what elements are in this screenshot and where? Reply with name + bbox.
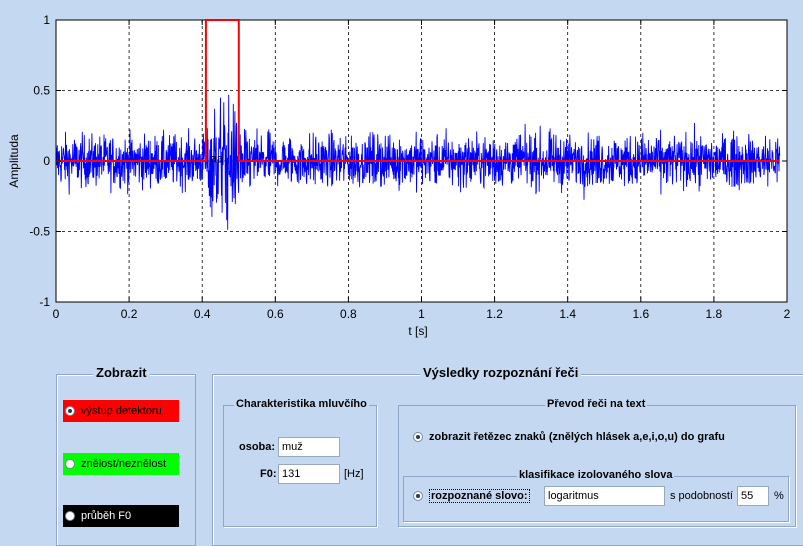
x-axis-label: t [s] bbox=[408, 324, 427, 338]
f0-label: F0: bbox=[260, 468, 277, 480]
waveform-line bbox=[55, 94, 781, 230]
osoba-label: osoba: bbox=[239, 441, 276, 453]
y-tick-label: 1 bbox=[43, 13, 50, 27]
axis-ticks: 0 0.2 0.4 0.6 0.8 1 1.2 1.4 1.6 1.8 2 1 0.5 0 -0.5 -1 bbox=[29, 13, 790, 321]
voicing-radio[interactable] bbox=[65, 459, 75, 469]
x-tick-label: 0.8 bbox=[340, 307, 357, 321]
detector-output-label: výstup detektoru bbox=[81, 405, 162, 417]
detector-series bbox=[56, 19, 780, 162]
x-tick-label: 1.2 bbox=[486, 307, 503, 321]
y-tick-label: 0 bbox=[43, 154, 50, 168]
f0-unit: [Hz] bbox=[344, 468, 364, 480]
show-vowels-radio[interactable] bbox=[413, 432, 423, 442]
voicing-label: znělost/neznělost bbox=[81, 458, 166, 470]
x-tick-label: 2 bbox=[784, 307, 791, 321]
y-axis-label: Amplituda bbox=[7, 134, 21, 188]
speaker-group: Charakteristika mluvčího osoba: muž F0: … bbox=[223, 398, 377, 527]
f0-track-radio[interactable] bbox=[65, 511, 75, 521]
recognized-word-option[interactable]: rozpoznané slovo: bbox=[413, 485, 530, 507]
speaker-group-title: Charakteristika mluvčího bbox=[234, 398, 369, 410]
osoba-field[interactable]: muž bbox=[278, 437, 340, 457]
transcript-group-title: Převod řeči na text bbox=[545, 398, 648, 410]
display-panel: Zobrazit výstup detektoru znělost/nezněl… bbox=[56, 365, 196, 546]
results-panel-title: Výsledky rozpoznání řeči bbox=[420, 365, 582, 380]
recognized-word-field[interactable]: logaritmus bbox=[544, 486, 665, 506]
similarity-label: s podobností bbox=[670, 490, 733, 502]
option-detector-output[interactable]: výstup detektoru bbox=[63, 400, 179, 422]
option-voicing[interactable]: znělost/neznělost bbox=[63, 453, 179, 475]
x-tick-label: 0.6 bbox=[267, 307, 284, 321]
x-tick-label: 1.6 bbox=[632, 307, 649, 321]
x-tick-label: 1 bbox=[418, 307, 425, 321]
percent-label: % bbox=[774, 490, 784, 502]
y-tick-label: -0.5 bbox=[29, 225, 50, 239]
classification-group-title: klasifikace izolovaného slova bbox=[517, 469, 675, 481]
f0-field[interactable]: 131 bbox=[278, 464, 340, 484]
recognized-word-label: rozpoznané slovo: bbox=[429, 489, 530, 503]
transcript-group: Převod řeči na text zobrazit řetězec zna… bbox=[398, 398, 796, 527]
f0-track-label: průběh F0 bbox=[81, 510, 132, 522]
x-tick-label: 0 bbox=[53, 307, 60, 321]
x-tick-label: 1.4 bbox=[559, 307, 576, 321]
similarity-field[interactable]: 55 bbox=[737, 486, 769, 506]
waveform-chart: 0 0.2 0.4 0.6 0.8 1 1.2 1.4 1.6 1.8 2 1 0.5 0 -0.5 -1 a… bbox=[7, 13, 791, 338]
vowel-annotation: aa bbox=[210, 151, 224, 165]
y-tick-label: -1 bbox=[39, 295, 50, 309]
x-tick-label: 0.2 bbox=[121, 307, 138, 321]
option-f0-track[interactable]: průběh F0 bbox=[63, 505, 179, 527]
classification-group: klasifikace izolovaného slova rozpoznané… bbox=[403, 469, 789, 522]
show-vowels-label: zobrazit řetězec znaků (znělých hlásek a… bbox=[429, 431, 725, 443]
detector-step-line bbox=[56, 19, 780, 162]
recognized-word-radio[interactable] bbox=[413, 491, 423, 501]
y-tick-label: 0.5 bbox=[33, 84, 50, 98]
waveform-series bbox=[55, 94, 781, 230]
results-panel: Výsledky rozpoznání řeči Charakteristika… bbox=[212, 365, 803, 546]
x-tick-label: 0.4 bbox=[194, 307, 211, 321]
detector-output-radio[interactable] bbox=[65, 406, 75, 416]
x-tick-label: 1.8 bbox=[706, 307, 723, 321]
show-vowels-option[interactable]: zobrazit řetězec znaků (znělých hlásek a… bbox=[413, 426, 725, 448]
display-panel-title: Zobrazit bbox=[93, 365, 150, 380]
